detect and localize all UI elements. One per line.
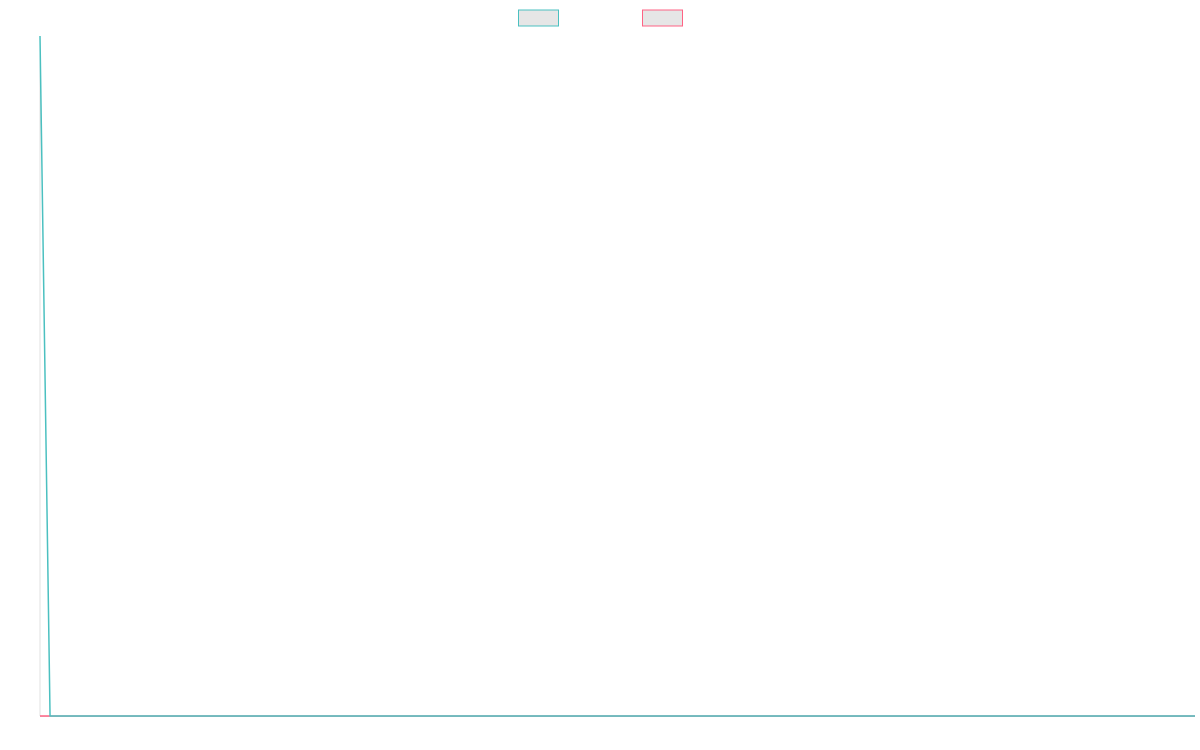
series-line-1 [39,35,1195,717]
legend-swatch-2 [642,9,683,27]
axes [39,36,1195,717]
legend [518,9,683,27]
legend-swatch-1 [518,9,559,27]
series-layer [39,35,1195,717]
